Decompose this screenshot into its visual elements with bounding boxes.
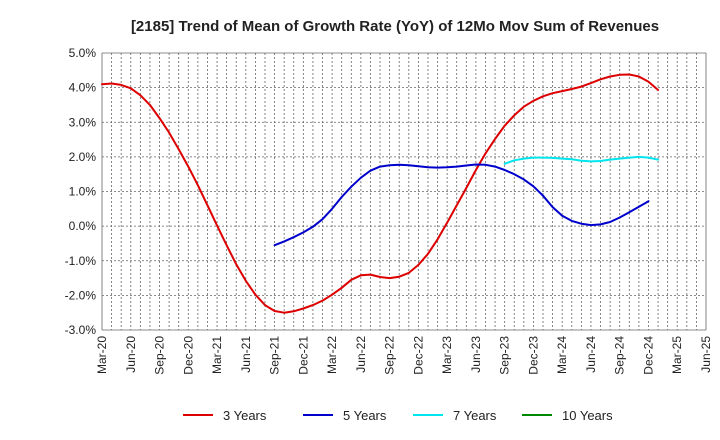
legend-label: 10 Years bbox=[562, 408, 613, 423]
x-tick-label: Mar-21 bbox=[210, 336, 224, 374]
series-lines bbox=[101, 73, 660, 314]
chart-title: [2185] Trend of Mean of Growth Rate (YoY… bbox=[131, 18, 659, 35]
series-line-3-years bbox=[101, 73, 660, 314]
series-line-7-years bbox=[503, 155, 660, 165]
y-tick-label: 5.0% bbox=[69, 46, 97, 60]
x-tick-label: Mar-25 bbox=[670, 336, 684, 374]
x-tick-label: Dec-21 bbox=[296, 336, 310, 375]
legend: 3 Years 5 Years 7 Years 10 Years bbox=[183, 408, 613, 423]
x-tick-label: Dec-23 bbox=[526, 336, 540, 375]
x-tick-label: Mar-24 bbox=[555, 336, 569, 374]
grid-lines bbox=[101, 52, 707, 331]
x-tick-label: Sep-24 bbox=[613, 336, 627, 375]
y-tick-label: 1.0% bbox=[69, 185, 97, 199]
x-tick-label: Jun-25 bbox=[699, 336, 713, 373]
x-tick-label: Sep-21 bbox=[268, 336, 282, 375]
x-tick-label: Dec-22 bbox=[411, 336, 425, 375]
x-tick-label: Sep-20 bbox=[153, 336, 167, 375]
legend-label: 5 Years bbox=[343, 408, 387, 423]
x-tick-label: Dec-20 bbox=[181, 336, 195, 375]
y-tick-label: 3.0% bbox=[69, 115, 97, 129]
y-tick-label: -3.0% bbox=[65, 323, 97, 337]
y-tick-label: 2.0% bbox=[69, 150, 97, 164]
x-tick-label: Jun-23 bbox=[469, 336, 483, 373]
x-tick-label: Mar-23 bbox=[440, 336, 454, 374]
x-tick-label: Mar-20 bbox=[95, 336, 109, 374]
x-tick-label: Jun-21 bbox=[239, 336, 253, 373]
x-tick-label: Jun-20 bbox=[124, 336, 138, 373]
y-tick-label: 0.0% bbox=[69, 219, 97, 233]
legend-label: 3 Years bbox=[223, 408, 267, 423]
x-tick-label: Dec-24 bbox=[641, 336, 655, 375]
x-tick-label: Jun-24 bbox=[584, 336, 598, 373]
legend-label: 7 Years bbox=[453, 408, 497, 423]
x-tick-label: Mar-22 bbox=[325, 336, 339, 374]
axes: -3.0% -2.0% -1.0% 0.0% 1.0% 2.0% 3.0% 4.0% 5.0% M… bbox=[65, 46, 713, 375]
x-tick-label: Jun-22 bbox=[354, 336, 368, 373]
x-tick-label: Sep-22 bbox=[383, 336, 397, 375]
y-tick-label: 4.0% bbox=[69, 81, 97, 95]
y-tick-label: -2.0% bbox=[65, 288, 97, 302]
x-tick-label: Sep-23 bbox=[498, 336, 512, 375]
y-tick-label: -1.0% bbox=[65, 254, 97, 268]
series-line-5-years bbox=[273, 163, 650, 247]
